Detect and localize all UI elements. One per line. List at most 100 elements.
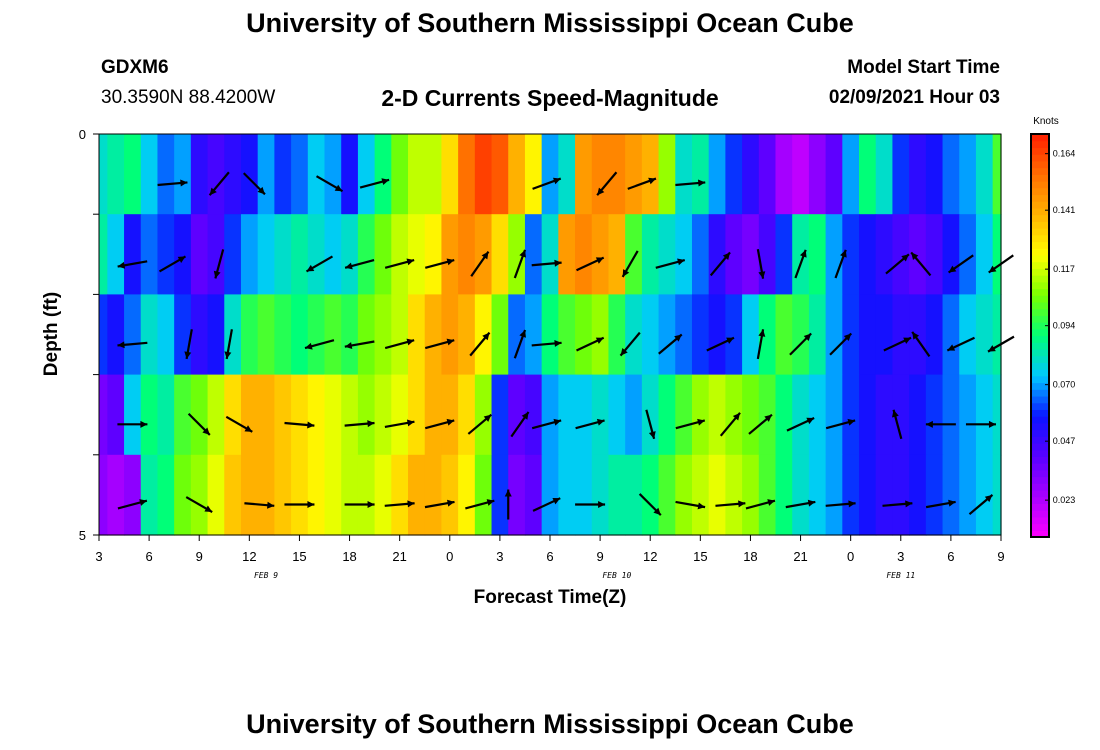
heat-cell — [975, 454, 994, 536]
colorbar-unit-label: Knots — [1033, 116, 1059, 127]
x-tick-label: 15 — [292, 549, 306, 564]
heat-cell — [725, 214, 743, 295]
heat-cell — [775, 134, 793, 215]
heat-cell — [558, 134, 576, 215]
current-arrow — [117, 499, 148, 510]
heat-cell — [742, 214, 760, 295]
heat-cell — [508, 134, 526, 215]
heat-cell — [959, 214, 977, 295]
heat-cell — [591, 134, 610, 215]
heat-cell — [491, 294, 509, 376]
heat-cell — [157, 374, 175, 456]
heat-cell — [742, 294, 760, 376]
heat-cell — [257, 454, 275, 536]
current-arrow — [576, 336, 605, 352]
colorbar-band — [1031, 201, 1049, 209]
heat-cell — [875, 294, 894, 376]
current-arrow — [655, 258, 686, 269]
heat-cell — [708, 214, 726, 295]
heat-cell — [207, 134, 225, 215]
colorbar-band — [1031, 449, 1049, 457]
current-arrow — [465, 499, 495, 510]
current-arrow — [576, 256, 605, 272]
heat-cell — [274, 134, 292, 215]
colorbar-band — [1031, 261, 1049, 269]
colorbar-band — [1031, 281, 1049, 290]
current-arrow — [531, 418, 562, 430]
colorbar-band — [1031, 214, 1049, 222]
heat-cell — [625, 294, 643, 376]
colorbar-band — [1031, 416, 1049, 424]
heat-cell — [458, 294, 476, 376]
heat-cell — [758, 294, 777, 376]
current-arrow — [184, 329, 193, 360]
current-arrow — [359, 178, 390, 189]
heat-cell — [975, 294, 994, 376]
current-arrow — [638, 493, 662, 516]
page-title: University of Southern Mississippi Ocean… — [246, 8, 854, 38]
current-arrow — [513, 249, 527, 279]
y-axis-title: Depth (ft) — [41, 292, 62, 376]
heat-cell — [875, 134, 894, 215]
heat-cell — [808, 294, 827, 376]
heat-cell — [157, 454, 175, 536]
heat-cell — [391, 134, 409, 215]
colorbar-band — [1031, 355, 1049, 363]
heat-cell — [975, 214, 994, 295]
heat-cell — [608, 134, 626, 215]
x-tick-label: 21 — [392, 549, 406, 564]
heat-cell — [558, 374, 576, 456]
heat-cell — [124, 374, 142, 456]
colorbar-band — [1031, 207, 1049, 216]
heat-cell — [725, 294, 743, 376]
x-tick-label: 12 — [242, 549, 256, 564]
current-arrow — [510, 411, 530, 438]
colorbar-tick-label: 0.141 — [1053, 205, 1076, 215]
heat-cell — [608, 294, 626, 376]
heat-cell — [558, 214, 576, 295]
current-arrow — [185, 496, 213, 513]
current-arrow — [675, 179, 706, 187]
station-id: GDXM6 — [101, 57, 169, 78]
heat-cell — [458, 214, 476, 295]
colorbar-band — [1031, 503, 1049, 511]
heat-cell — [591, 214, 610, 295]
heat-cell — [291, 454, 309, 536]
heat-cell — [307, 374, 326, 456]
current-arrow — [117, 420, 148, 428]
heat-cell — [190, 454, 209, 536]
heat-cell — [808, 374, 827, 456]
heat-cell — [140, 454, 159, 536]
colorbar-band — [1031, 362, 1049, 370]
heat-cell — [725, 454, 743, 536]
heat-cell — [474, 374, 493, 456]
heat-cell — [708, 134, 726, 215]
heat-cell — [892, 214, 910, 295]
heat-cell — [959, 134, 977, 215]
heat-cell — [424, 374, 443, 456]
heat-cell — [291, 294, 309, 376]
heat-cell — [458, 454, 476, 536]
heat-cell — [658, 294, 676, 376]
x-tick-label: 3 — [897, 549, 904, 564]
heat-cell — [240, 134, 259, 215]
heat-cell — [207, 374, 225, 456]
heat-cell — [190, 294, 209, 376]
current-arrow — [715, 500, 746, 508]
heat-cell — [558, 294, 576, 376]
heat-cell — [658, 134, 676, 215]
heat-cell — [725, 134, 743, 215]
heat-cell — [859, 294, 877, 376]
heat-cell — [909, 374, 927, 456]
heat-cell — [942, 134, 960, 215]
colorbar: 0.023 0.047 0.070 0.094 0.117 0.141 0.164 — [1030, 133, 1076, 538]
current-arrow — [158, 255, 187, 273]
heat-cell — [808, 454, 827, 536]
current-arrow — [794, 249, 807, 279]
heat-cell — [608, 454, 626, 536]
heat-cell — [324, 294, 342, 376]
current-arrow — [469, 331, 491, 357]
colorbar-band — [1031, 348, 1049, 357]
heat-cell — [307, 134, 326, 215]
heat-cell — [992, 374, 1002, 456]
